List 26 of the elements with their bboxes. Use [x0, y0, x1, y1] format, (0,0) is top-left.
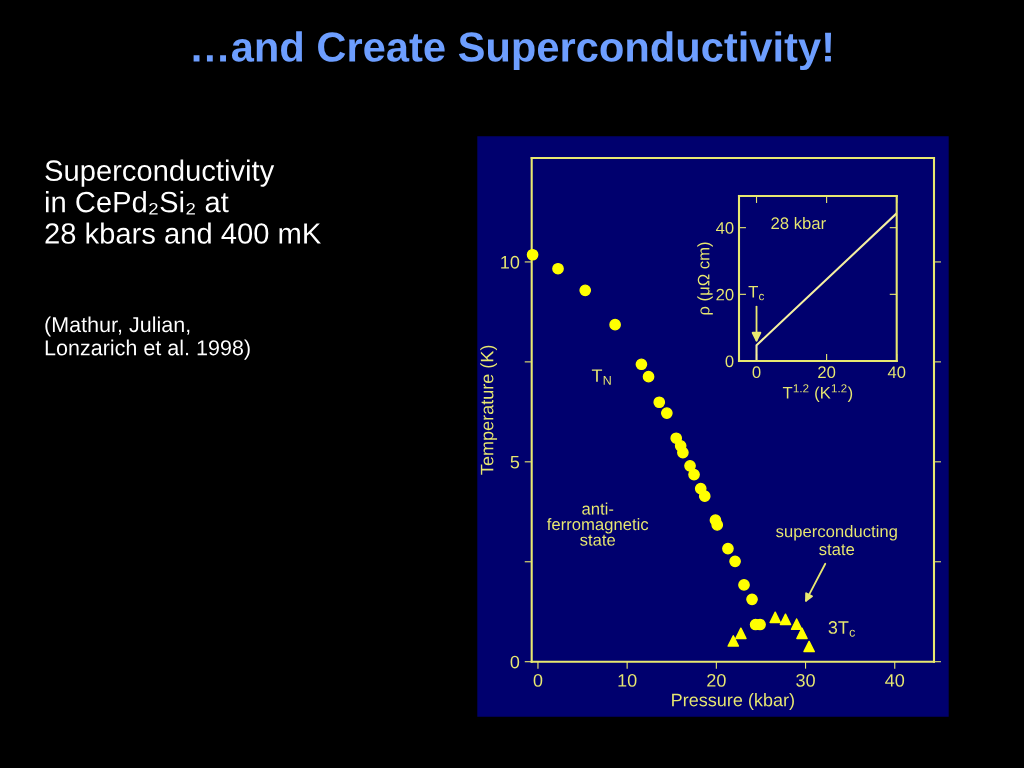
text: (Mathur, Julian, Lonzarich et al. 1998) — [45, 316, 250, 360]
annotation: 28 kbar — [771, 216, 826, 230]
x-tick-label: 10 — [618, 673, 637, 687]
annotation: T$_{c}$ — [748, 286, 765, 301]
y-tick-label: 40 — [715, 222, 734, 234]
x-axis-title: Pressure (kbar) — [672, 693, 794, 710]
y-tick-label: 0 — [510, 655, 520, 669]
text: Superconductivity in CePd₂Si₂ at 28 kbars and 400 mK — [45, 159, 321, 244]
x-axis-title: T$^{1.2}$ (K$^{1.2}$) — [782, 384, 853, 402]
annotation: superconducting state — [776, 525, 897, 556]
y-tick-label: 0 — [725, 355, 734, 368]
x-tick-label: 0 — [752, 366, 761, 379]
y-axis-title: Temperature (K) — [480, 345, 498, 475]
x-tick-label: 20 — [818, 366, 836, 379]
x-tick-label: 30 — [796, 673, 815, 687]
x-tick-label: 40 — [887, 366, 906, 379]
y-tick-label: 5 — [510, 455, 520, 469]
x-tick-label: 40 — [885, 673, 905, 687]
y-tick-label: 10 — [501, 255, 520, 269]
chart-title: …and Create Superconductivity! — [193, 31, 832, 71]
series-label: T$_{N}$ — [591, 369, 611, 385]
annotation: anti- ferromagnetic state — [547, 502, 649, 546]
y-tick-label: 20 — [716, 288, 734, 301]
y-axis-title: ρ (μΩ cm) — [697, 242, 713, 315]
series-label: 3T$_{c}$ — [828, 621, 856, 637]
x-tick-label: 0 — [533, 673, 543, 687]
